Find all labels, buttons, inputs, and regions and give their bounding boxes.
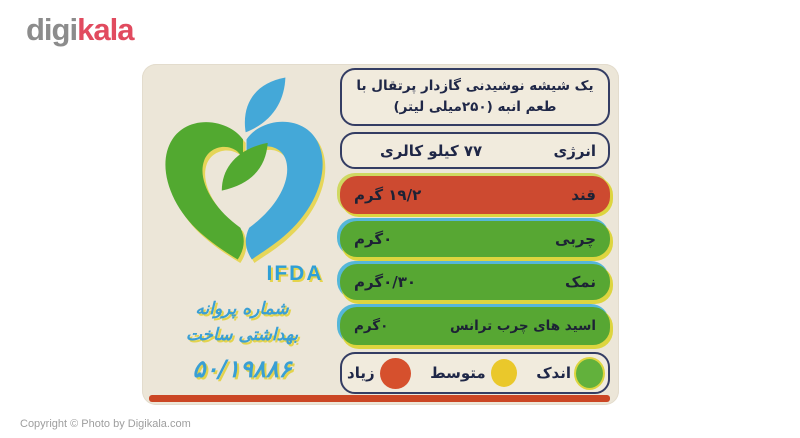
ifda-top-leaf — [244, 77, 286, 133]
sugar-row: قند ۱۹/۲ گرم — [340, 176, 610, 214]
legend-low-label: اندک — [536, 364, 571, 382]
digikala-logo[interactable]: digikala — [26, 12, 134, 47]
license-number: ۵۰/۱۹۸۸۶ — [192, 354, 292, 383]
ifda-left-half — [165, 122, 244, 260]
sugar-value: ۱۹/۲ گرم — [354, 186, 422, 204]
legend-medium-label: متوسط — [430, 364, 486, 382]
product-title-box: یک شیشه نوشیدنی گازدار پرتقال با طعم انب… — [340, 68, 610, 126]
nutrition-table: یک شیشه نوشیدنی گازدار پرتقال با طعم انب… — [340, 68, 610, 394]
sugar-label: قند — [571, 186, 596, 204]
low-dot-icon — [576, 358, 603, 388]
ifda-center-leaf — [221, 142, 268, 191]
energy-row: انرژی ۷۷ کیلو کالری — [340, 132, 610, 169]
salt-label: نمک — [564, 273, 596, 291]
trans-fat-label: اسید های چرب ترانس — [449, 318, 596, 334]
trans-fat-row: اسید های چرب ترانس ۰گرم — [340, 307, 610, 345]
traffic-light-legend: اندک متوسط زیاد — [340, 352, 610, 394]
license-line-2: بهداشتی ساخت — [185, 325, 299, 346]
trans-fat-value: ۰گرم — [354, 318, 389, 334]
legend-item-low: اندک — [536, 358, 603, 388]
digikala-logo-digi: digi — [26, 12, 78, 47]
medium-dot-icon — [490, 359, 517, 387]
license-line-1: شماره پروانه — [195, 299, 289, 319]
ifda-acronym: IFDA — [266, 262, 324, 285]
product-title-line-1: یک شیشه نوشیدنی گازدار پرتقال با — [356, 78, 594, 95]
fat-row: چربی ۰گرم — [340, 221, 610, 257]
legend-high-label: زیاد — [347, 364, 375, 382]
fat-value: ۰گرم — [354, 230, 393, 248]
digikala-logo-kala: kala — [77, 12, 134, 47]
salt-row: نمک ۰/۳۰گرم — [340, 264, 610, 300]
health-license: شماره پروانه بهداشتی ساخت ۵۰/۱۹۸۸۶ — [142, 296, 342, 388]
product-label-photo[interactable]: IFDA شماره پروانه بهداشتی ساخت ۵۰/۱۹۸۸۶ … — [142, 64, 619, 405]
product-title-line-2: طعم انبه (۲۵۰میلی لیتر) — [393, 99, 557, 115]
ifda-right-half — [245, 121, 323, 260]
energy-label: انرژی — [553, 141, 597, 160]
energy-value: ۷۷ کیلو کالری — [380, 141, 483, 160]
high-dot-icon — [379, 357, 411, 389]
legend-item-medium: متوسط — [430, 359, 517, 387]
salt-value: ۰/۳۰گرم — [354, 273, 417, 291]
fat-label: چربی — [555, 230, 596, 248]
label-bottom-strip — [149, 395, 610, 402]
legend-item-high: زیاد — [347, 357, 411, 389]
copyright-text: Copyright © Photo by Digikala.com — [20, 418, 191, 430]
ifda-apple-icon — [165, 77, 326, 264]
